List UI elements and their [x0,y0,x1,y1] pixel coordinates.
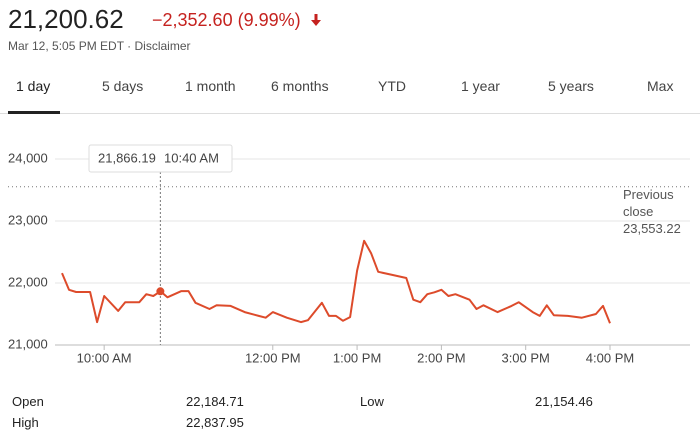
tab-divider [0,113,700,114]
stat-value: 22,837.95 [186,415,244,430]
x-tick-label: 3:00 PM [501,350,549,365]
price-change: −2,352.60 (9.99%) [152,10,321,31]
price: 21,200.62 [8,4,124,34]
tab[interactable]: Max [647,78,674,94]
y-tick-label: 24,000 [8,150,48,165]
tab[interactable]: 5 years [548,78,594,94]
x-tick-label: 4:00 PM [586,350,634,365]
tab[interactable]: 1 day [16,78,51,94]
tooltip-box [88,144,233,173]
stat-value: 21,154.46 [535,394,593,409]
tab[interactable]: 1 year [461,78,500,94]
stat-label: Open [12,394,44,409]
tooltip-time: 10:40 AM [164,150,219,165]
timestamp-row: Mar 12, 5:05 PM EDT · Disclaimer [8,39,191,53]
y-tick-label: 23,000 [8,212,48,227]
disclaimer-link[interactable]: Disclaimer [134,39,191,53]
x-tick-label: 12:00 PM [245,350,301,365]
tab[interactable]: YTD [378,78,406,94]
previous-close-label: Previous close [623,187,674,219]
tab[interactable]: 6 months [271,78,329,94]
y-tick-label: 22,000 [8,274,48,289]
previous-close: Previous close 23,553.22 [623,186,693,237]
tab-underline [8,111,60,114]
x-tick-label: 2:00 PM [417,350,465,365]
stat-value: 22,184.71 [186,394,244,409]
x-tick-label: 1:00 PM [333,350,381,365]
tab[interactable]: 5 days [102,78,144,94]
price-line [61,239,611,324]
down-arrow [310,14,321,26]
timestamp: Mar 12, 5:05 PM EDT [8,39,124,53]
stat-label: Low [360,394,384,409]
hover-point [156,287,165,296]
y-tick-label: 21,000 [8,336,48,351]
change-text: −2,352.60 (9.99%) [152,10,301,30]
previous-close-value: 23,553.22 [623,221,681,236]
stat-label: High [12,415,39,430]
tab[interactable]: 1 month [185,78,236,94]
x-tick-label: 10:00 AM [77,350,132,365]
tooltip-value: 21,866.19 [98,150,156,165]
